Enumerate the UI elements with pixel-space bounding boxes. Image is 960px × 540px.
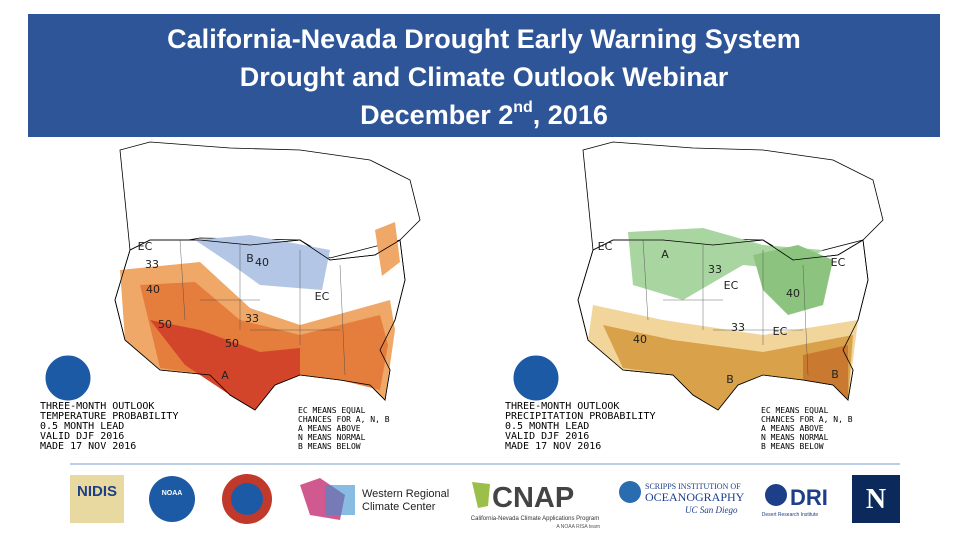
map-legend: B MEANS BELOW	[298, 442, 361, 451]
map-label: 40	[633, 333, 647, 346]
map-legend: A MEANS ABOVE	[761, 424, 824, 433]
map-label: EC	[724, 279, 739, 292]
map-legend: EC MEANS EQUAL	[298, 406, 366, 415]
nws-logo-inner	[231, 483, 263, 515]
dri-logo	[765, 484, 787, 506]
map-caption: 0.5 MONTH LEAD	[505, 421, 589, 432]
map-legend: B MEANS BELOW	[761, 442, 824, 451]
map-label: 33	[145, 258, 159, 271]
map-label: 50	[225, 337, 239, 350]
date-sup: nd	[513, 99, 533, 116]
state-lines	[179, 239, 346, 376]
nidis-logo	[70, 475, 124, 523]
logo-text: NOAA	[162, 490, 183, 497]
title-date: December 2nd, 2016	[28, 96, 940, 134]
map-caption: MADE 17 NOV 2016	[505, 441, 601, 452]
map-caption: 0.5 MONTH LEAD	[40, 421, 124, 432]
logo-text: Desert Research Institute	[762, 512, 819, 518]
map-caption: THREE-MONTH OUTLOOK	[40, 401, 154, 412]
map-label: EC	[138, 240, 153, 253]
logo-text: A NOAA RISA team	[556, 524, 600, 530]
map-label: 33	[708, 263, 722, 276]
map-caption: VALID DJF 2016	[40, 431, 124, 442]
map-label: B	[246, 252, 254, 265]
title-line: Drought and Climate Outlook Webinar	[239, 62, 729, 92]
title-line: California-Nevada Drought Early Warning …	[167, 24, 801, 54]
noaa-emblem	[42, 352, 94, 404]
map-legend: CHANCES FOR A, N, B	[298, 415, 390, 424]
map-label: EC	[315, 290, 330, 303]
noaa-logo	[149, 476, 195, 522]
map-label: 40	[786, 287, 800, 300]
map-label: B	[831, 368, 839, 381]
map-legend: A MEANS ABOVE	[298, 424, 361, 433]
logo-text: CNAP	[492, 482, 574, 514]
map-label: A	[661, 248, 669, 261]
map-label: 33	[731, 321, 745, 334]
map-legend: N MEANS NORMAL	[298, 433, 366, 442]
above-region	[753, 245, 833, 315]
map-label: A	[221, 369, 229, 382]
below-region	[803, 345, 848, 400]
logo-text: OCEANOGRAPHY	[645, 490, 745, 504]
header: California-Nevada Drought Early Warning …	[28, 14, 940, 137]
map-label: EC	[831, 256, 846, 269]
wrcc-logo	[325, 485, 355, 515]
logo-text: N	[866, 484, 886, 515]
state-lines	[642, 239, 809, 376]
map-label: B	[726, 373, 734, 386]
logo-text: California-Nevada Climate Applications P…	[471, 516, 599, 522]
map-label: 40	[255, 256, 269, 269]
below-region	[603, 325, 853, 410]
logo-text: NIDIS	[77, 483, 117, 500]
below-region	[195, 235, 330, 290]
map-caption: VALID DJF 2016	[505, 431, 589, 442]
map-label: EC	[773, 325, 788, 338]
logo-text: Western Regional	[362, 488, 449, 500]
noaa-emblem	[510, 352, 562, 404]
map-caption: MADE 17 NOV 2016	[40, 441, 136, 452]
above-region	[150, 320, 300, 410]
scripps-logo	[619, 481, 641, 503]
map-caption: PRECIPITATION PROBABILITY	[505, 411, 656, 422]
unr-logo	[852, 475, 900, 523]
above-region	[628, 228, 823, 300]
usa-border	[114, 239, 406, 411]
logo-text: DRI	[790, 485, 828, 510]
map-label: 40	[146, 283, 160, 296]
logo-text: Climate Center	[362, 501, 436, 513]
logo-text: UC San Diego	[685, 505, 738, 515]
logo-text: SCRIPPS INSTITUTION OF	[645, 482, 741, 491]
canada	[119, 141, 421, 259]
logos: NIDIS NOAA Western Regional Climate Cent…	[70, 474, 900, 530]
usa-border	[577, 239, 869, 411]
map-label: 50	[158, 318, 172, 331]
map-label: EC	[598, 240, 613, 253]
map-caption: THREE-MONTH OUTLOOK	[505, 401, 619, 412]
map-caption: TEMPERATURE PROBABILITY	[40, 411, 178, 422]
map-legend: CHANCES FOR A, N, B	[761, 415, 853, 424]
above-region	[375, 222, 400, 276]
date-text: , 2016	[532, 100, 608, 130]
map-legend: EC MEANS EQUAL	[761, 406, 829, 415]
date-text: December 2	[360, 100, 514, 130]
cnap-logo	[472, 482, 490, 508]
map-legend: N MEANS NORMAL	[761, 433, 829, 442]
map-label: 33	[245, 312, 259, 325]
